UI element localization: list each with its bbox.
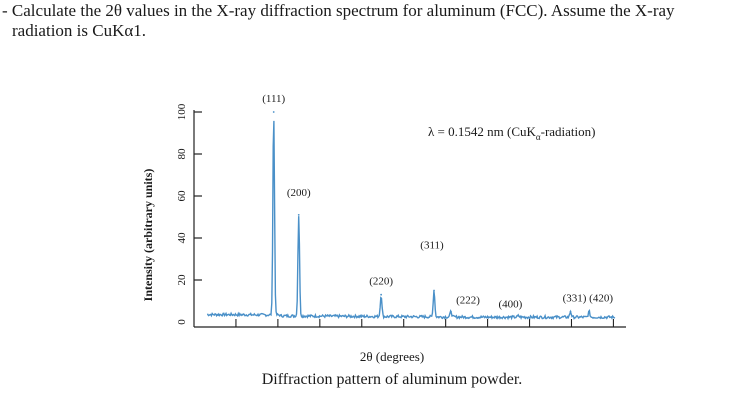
peak-label-400: (400) bbox=[498, 299, 522, 311]
y-tick-label: 80 bbox=[176, 148, 188, 160]
peak-331 bbox=[569, 310, 572, 313]
question-line-1: - Calculate the 2θ values in the X-ray d… bbox=[2, 1, 675, 20]
y-tick-label: 40 bbox=[176, 232, 188, 244]
peak-420 bbox=[588, 310, 590, 313]
peak-marks bbox=[272, 111, 590, 317]
x-axis-label: 2θ (degrees) bbox=[360, 349, 424, 364]
peak-220 bbox=[380, 293, 383, 296]
chart-axes bbox=[193, 110, 626, 328]
y-tick-label: 100 bbox=[176, 103, 188, 120]
annotation-main: λ = 0.1542 nm (CuK bbox=[428, 124, 536, 139]
peak-labels: (111) (200) (220) (311) (222) (400) (331) (420) bbox=[262, 93, 613, 311]
peak-200 bbox=[297, 214, 300, 216]
question-line-2: radiation is CuKα1. bbox=[12, 21, 147, 40]
peak-111 bbox=[272, 111, 275, 113]
question-text: - Calculate the 2θ values in the X-ray d… bbox=[2, 1, 736, 41]
peak-400 bbox=[517, 314, 520, 317]
annotation-sub: α bbox=[536, 132, 541, 142]
y-ticks: 0 20 40 60 80 100 bbox=[176, 103, 202, 325]
y-tick-label: 20 bbox=[176, 274, 188, 286]
y-tick-label: 0 bbox=[176, 319, 188, 325]
x-ticks bbox=[235, 319, 614, 327]
y-axis-label: Intensity (arbitrary units) bbox=[141, 169, 155, 302]
annotation-tail: -radiation) bbox=[541, 124, 596, 139]
peak-label-220: (220) bbox=[369, 276, 393, 288]
peak-label-311: (311) bbox=[420, 240, 444, 252]
peak-label-222: (222) bbox=[456, 295, 480, 307]
figure-caption: Diffraction pattern of aluminum powder. bbox=[262, 371, 523, 388]
peak-222 bbox=[450, 310, 452, 313]
peak-311 bbox=[433, 289, 435, 292]
peak-label-331: (331) bbox=[563, 293, 587, 305]
y-tick-label: 60 bbox=[176, 190, 188, 202]
peak-label-420: (420) bbox=[589, 293, 613, 305]
diffraction-line bbox=[206, 120, 616, 321]
wavelength-annotation: λ = 0.1542 nm (CuKα-radiation) bbox=[428, 124, 595, 142]
peak-label-111: (111) bbox=[262, 93, 285, 105]
peak-label-200: (200) bbox=[287, 187, 311, 199]
